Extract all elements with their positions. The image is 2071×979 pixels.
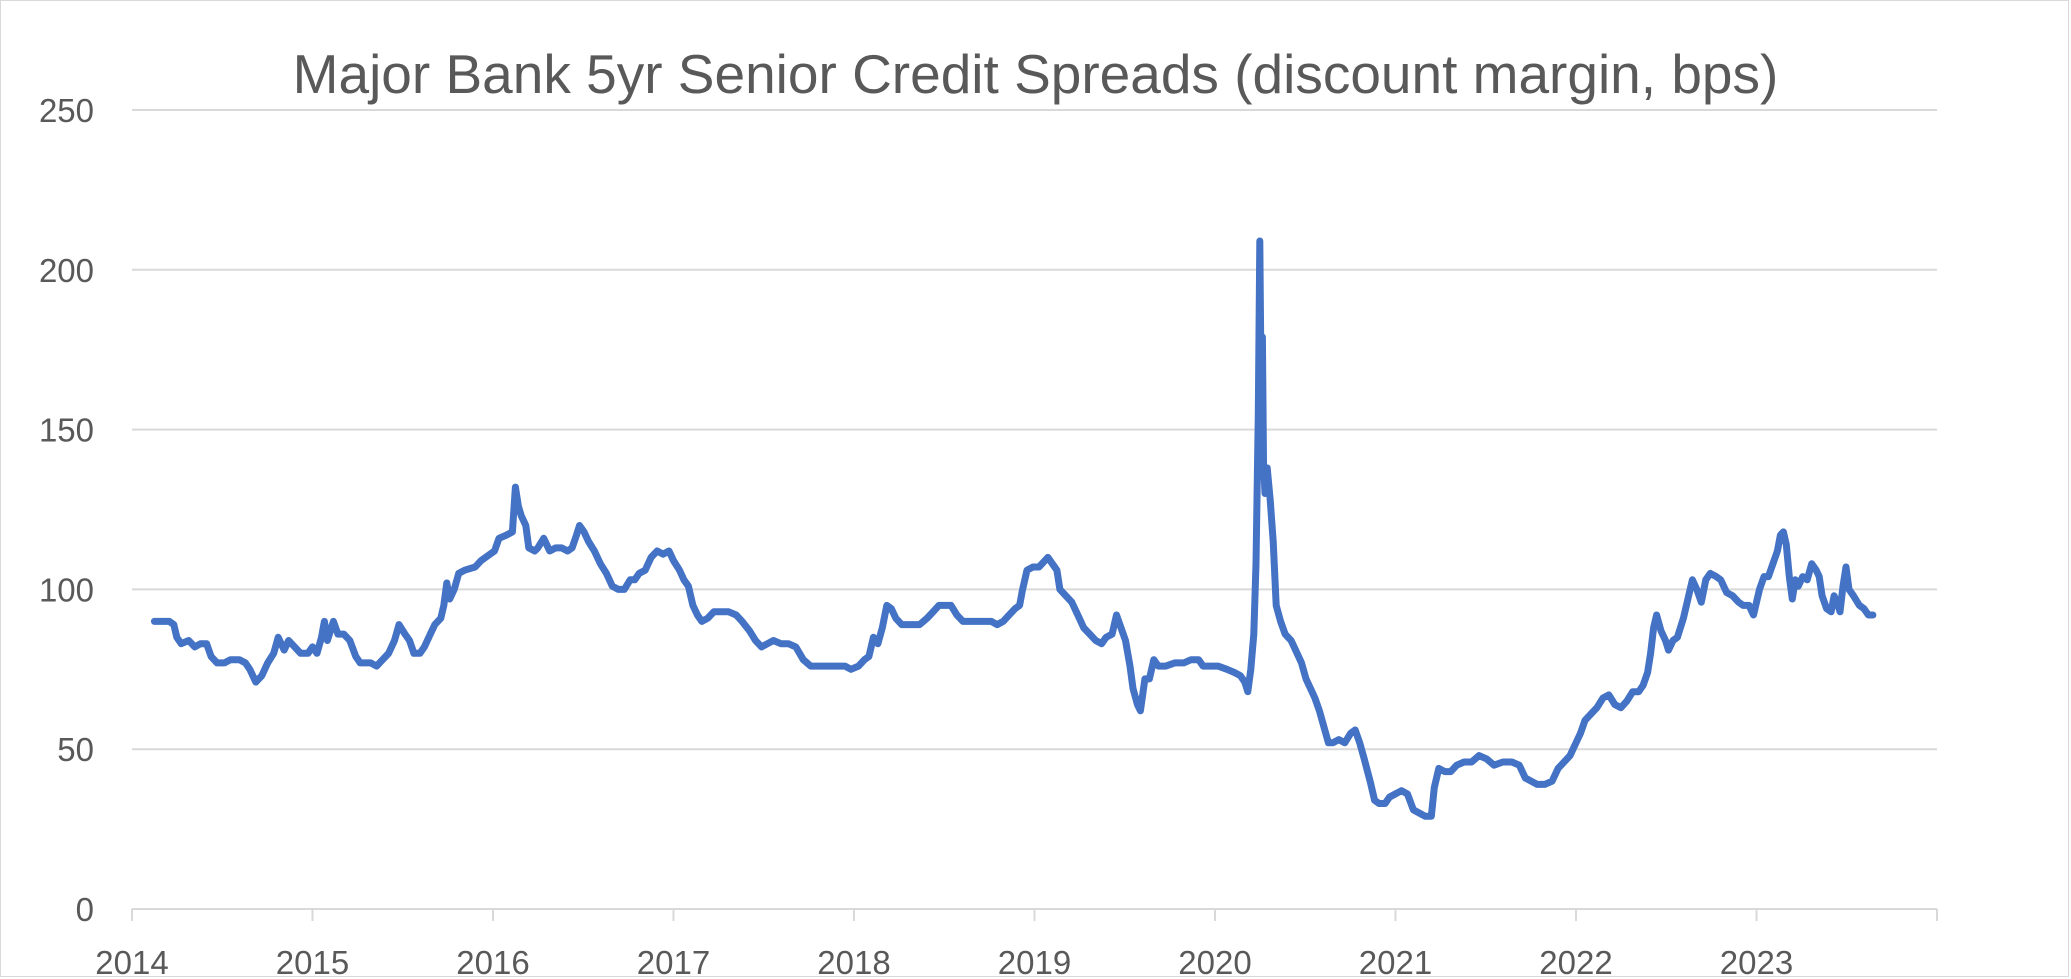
series-line-0 [150, 237, 1877, 820]
x-tick-label: 2018 [817, 944, 890, 979]
x-tick-label: 2022 [1539, 944, 1612, 979]
y-tick-label: 50 [57, 731, 94, 768]
x-tick-label: 2020 [1178, 944, 1251, 979]
x-tick-label: 2023 [1720, 944, 1793, 979]
x-tick-label: 2019 [998, 944, 1071, 979]
x-axis [131, 908, 1938, 921]
x-tick-label: 2021 [1359, 944, 1432, 979]
chart-title: Major Bank 5yr Senior Credit Spreads (di… [292, 43, 1779, 105]
y-tick-label: 0 [76, 891, 94, 928]
y-axis: 0 50 100 150 200 250 [39, 92, 94, 928]
y-tick-label: 200 [39, 252, 94, 289]
y-tick-label: 250 [39, 92, 94, 129]
gridlines [132, 109, 1937, 751]
y-tick-label: 100 [39, 571, 94, 608]
x-tick-label: 2015 [276, 944, 349, 979]
x-tick-label: 2016 [456, 944, 529, 979]
x-axis-labels: 2014 2015 2016 2017 2018 2019 2020 2021 2022 2023 [95, 944, 1793, 979]
y-tick-label: 150 [39, 412, 94, 449]
series-layer [150, 237, 1877, 820]
x-tick-label: 2014 [95, 944, 168, 979]
x-tick-label: 2017 [637, 944, 710, 979]
